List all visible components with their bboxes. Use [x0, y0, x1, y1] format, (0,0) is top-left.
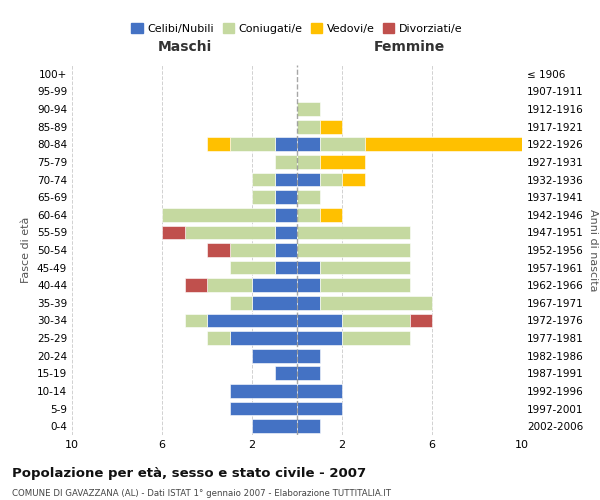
Bar [229, 138, 275, 151]
Bar [297, 402, 342, 415]
Bar [320, 208, 342, 222]
Bar [275, 208, 297, 222]
Bar [320, 260, 409, 274]
Bar [252, 420, 297, 433]
Bar [162, 208, 275, 222]
Bar [162, 226, 185, 239]
Bar [275, 366, 297, 380]
Bar [207, 331, 229, 345]
Bar [409, 314, 432, 328]
Bar [365, 138, 522, 151]
Bar [297, 243, 409, 257]
Bar [297, 296, 320, 310]
Bar [275, 155, 297, 169]
Bar [252, 172, 275, 186]
Text: COMUNE DI GAVAZZANA (AL) - Dati ISTAT 1° gennaio 2007 - Elaborazione TUTTITALIA.: COMUNE DI GAVAZZANA (AL) - Dati ISTAT 1°… [12, 489, 391, 498]
Bar [185, 278, 207, 292]
Bar [297, 138, 320, 151]
Bar [275, 190, 297, 204]
Bar [275, 260, 297, 274]
Bar [275, 226, 297, 239]
Bar [320, 278, 409, 292]
Bar [297, 208, 320, 222]
Bar [297, 420, 320, 433]
Bar [297, 278, 320, 292]
Bar [275, 138, 297, 151]
Bar [229, 331, 297, 345]
Y-axis label: Anni di nascita: Anni di nascita [587, 209, 598, 291]
Bar [207, 138, 229, 151]
Bar [252, 278, 297, 292]
Bar [229, 260, 275, 274]
Bar [185, 314, 207, 328]
Bar [297, 190, 320, 204]
Legend: Celibi/Nubili, Coniugati/e, Vedovi/e, Divorziati/e: Celibi/Nubili, Coniugati/e, Vedovi/e, Di… [127, 19, 467, 38]
Bar [252, 190, 275, 204]
Bar [275, 243, 297, 257]
Bar [297, 226, 409, 239]
Bar [320, 138, 365, 151]
Text: Femmine: Femmine [374, 40, 445, 54]
Bar [342, 314, 409, 328]
Bar [229, 384, 297, 398]
Text: Maschi: Maschi [157, 40, 212, 54]
Text: Popolazione per età, sesso e stato civile - 2007: Popolazione per età, sesso e stato civil… [12, 468, 366, 480]
Bar [297, 120, 320, 134]
Bar [207, 243, 229, 257]
Bar [297, 331, 342, 345]
Bar [185, 226, 275, 239]
Bar [297, 384, 342, 398]
Bar [320, 172, 342, 186]
Bar [207, 278, 252, 292]
Bar [297, 314, 342, 328]
Bar [320, 296, 432, 310]
Bar [342, 172, 365, 186]
Bar [275, 172, 297, 186]
Bar [297, 260, 320, 274]
Bar [320, 120, 342, 134]
Bar [252, 296, 297, 310]
Bar [252, 349, 297, 362]
Bar [342, 331, 409, 345]
Bar [207, 314, 297, 328]
Bar [297, 155, 320, 169]
Bar [320, 155, 365, 169]
Bar [297, 102, 320, 116]
Bar [229, 402, 297, 415]
Bar [297, 349, 320, 362]
Bar [297, 366, 320, 380]
Bar [229, 243, 275, 257]
Y-axis label: Fasce di età: Fasce di età [22, 217, 31, 283]
Bar [229, 296, 252, 310]
Bar [297, 172, 320, 186]
